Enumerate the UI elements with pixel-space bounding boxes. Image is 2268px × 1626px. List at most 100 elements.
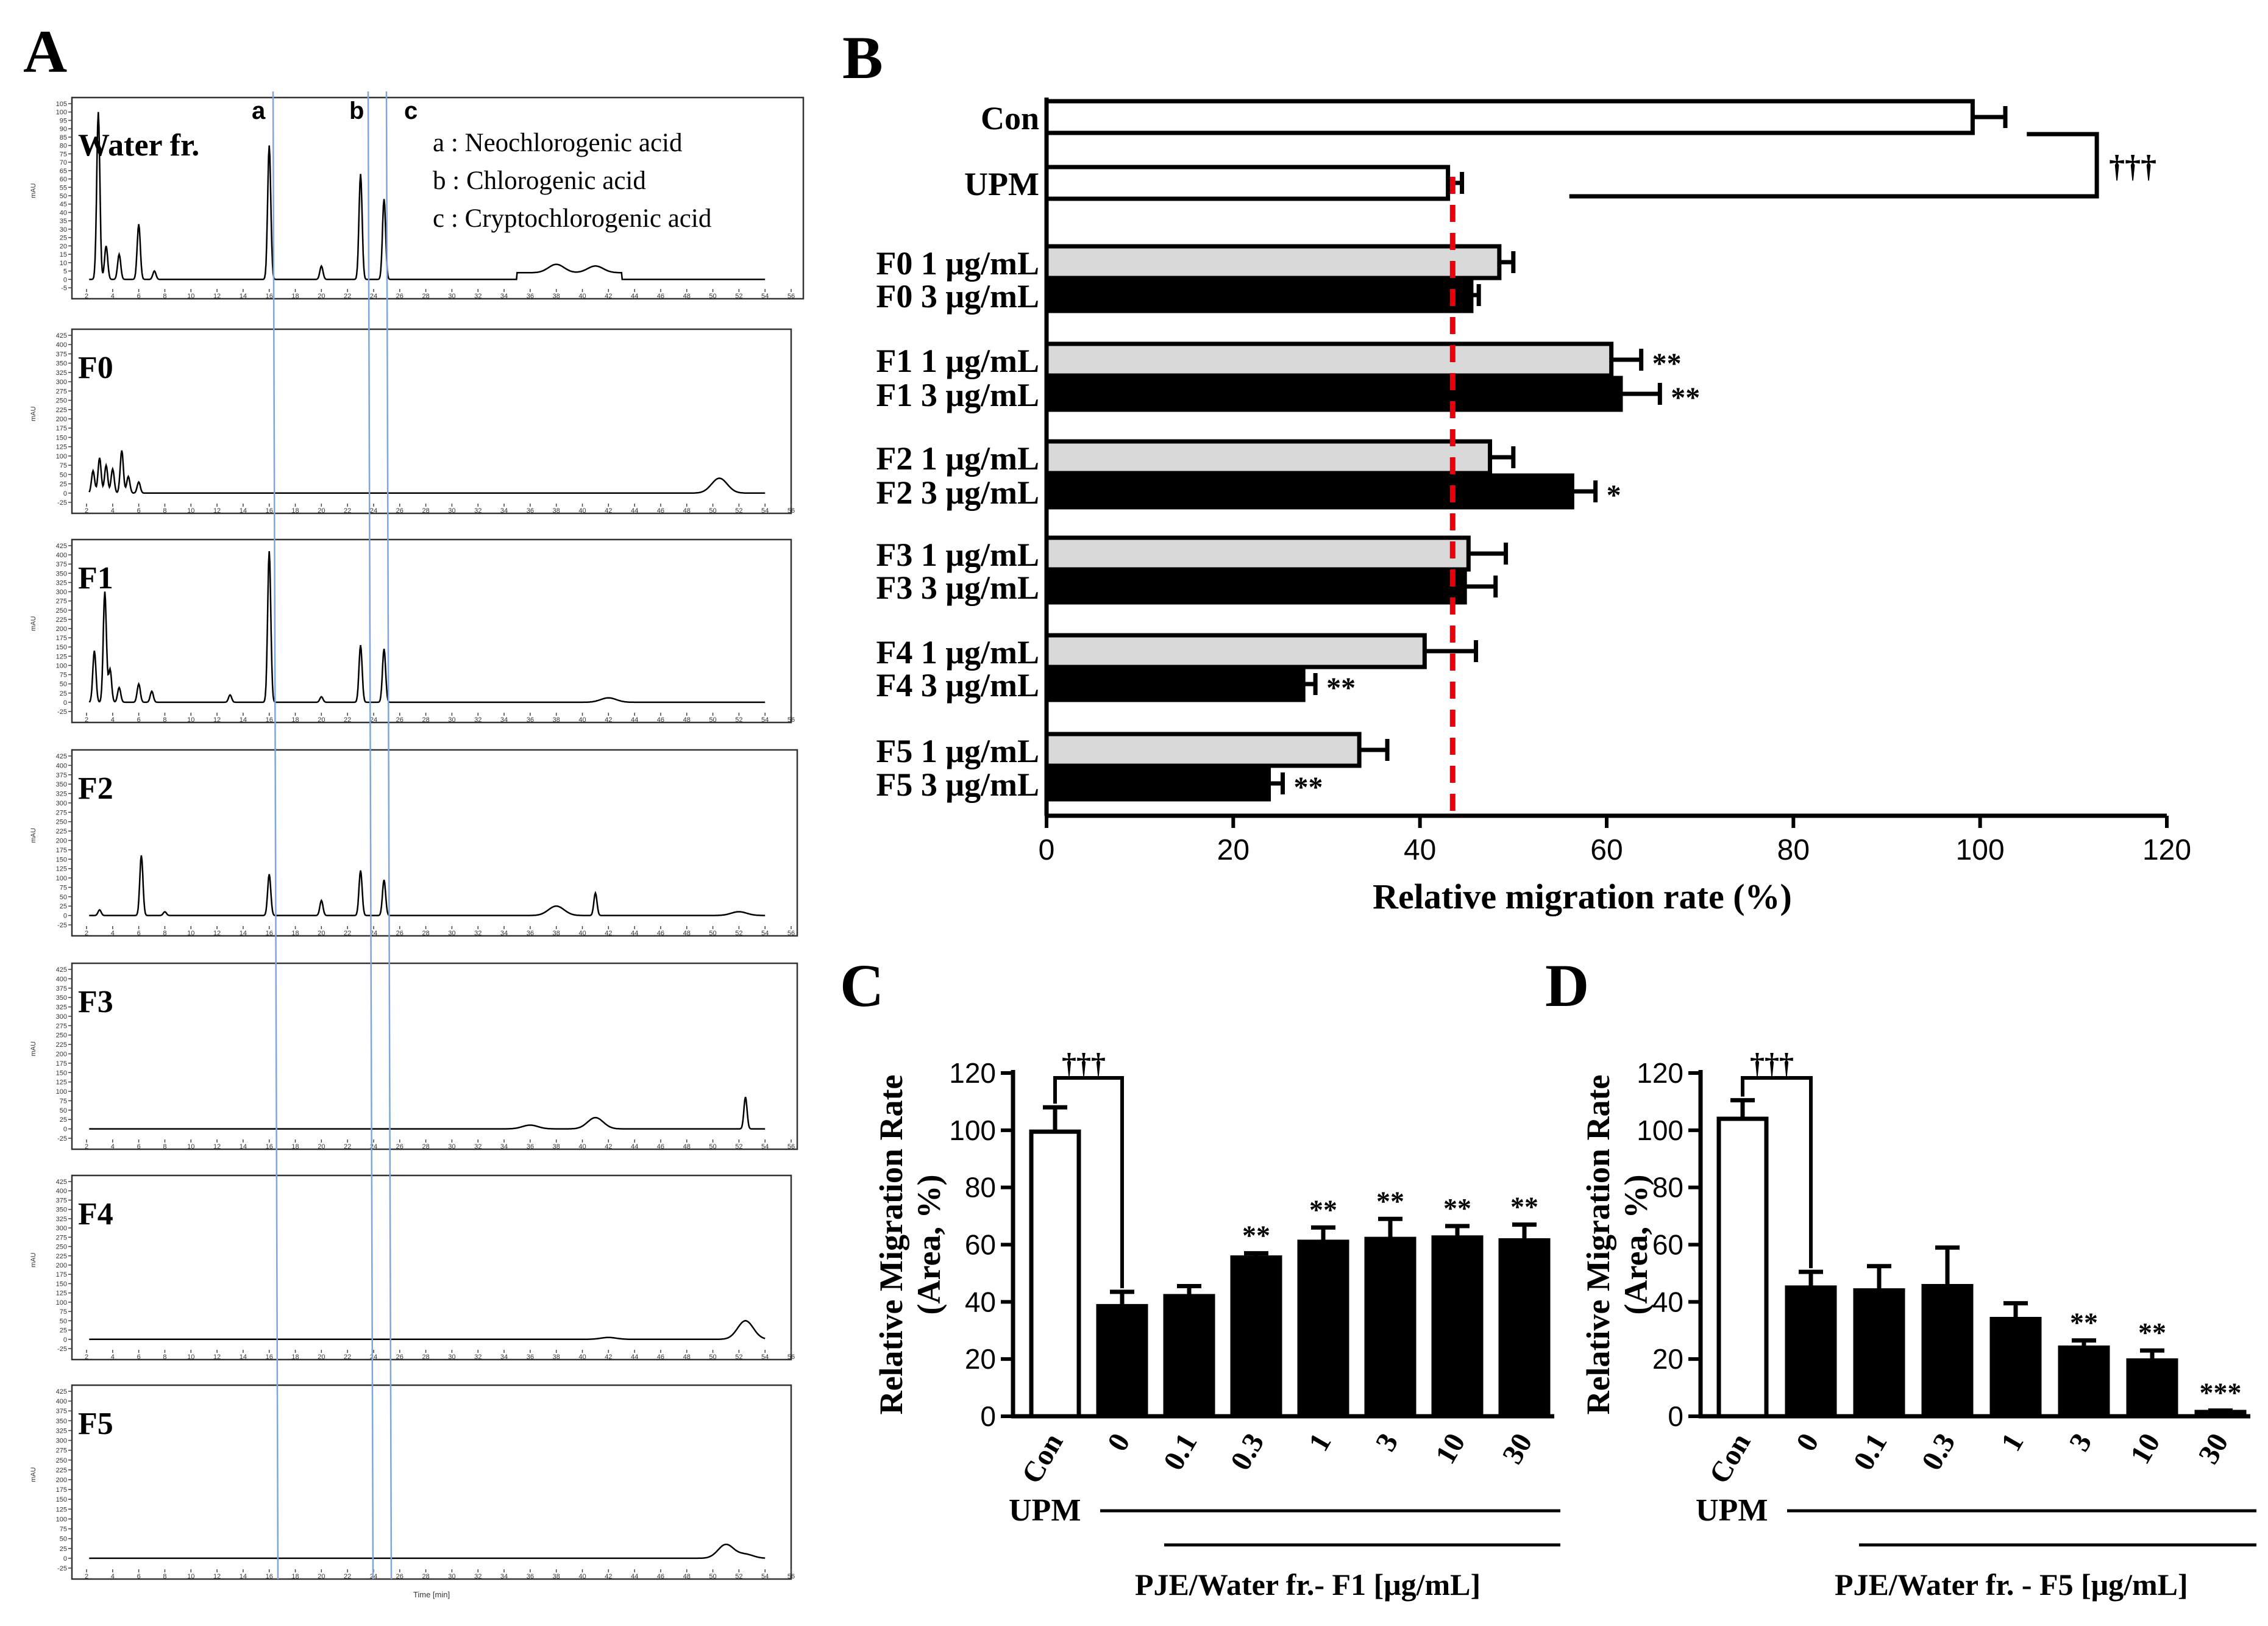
chromatogram-frame-2	[71, 328, 792, 515]
y-tick-label: -25	[57, 708, 67, 716]
x-tick-label: 6	[137, 507, 141, 515]
y-axis-title-line-2: (Area, %)	[1618, 1175, 1654, 1315]
x-tick-label: 16	[266, 507, 273, 515]
y-tick-label: 0	[1668, 1400, 1683, 1432]
x-tick-label: 12	[213, 293, 221, 300]
x-tick-label: 32	[474, 293, 482, 300]
x-tick-label: 26	[396, 1573, 403, 1580]
x-tick-label: 54	[761, 930, 769, 937]
y-tick-label: 10	[60, 260, 67, 267]
y-axis-unit: mAU	[30, 616, 37, 632]
bar-10	[2126, 1358, 2178, 1419]
significance-label: **	[1294, 771, 1323, 804]
y-tick-label: 50	[60, 1536, 67, 1543]
chromatogram-frame-7	[71, 1384, 792, 1580]
x-tick-label: 2	[85, 293, 88, 300]
x-tick-label: 14	[240, 293, 247, 300]
x-tick-label: 44	[631, 507, 638, 515]
x-tick-label: 14	[240, 930, 247, 937]
x-tick-label: 40	[1404, 834, 1436, 866]
x-tick-label: 42	[605, 1573, 612, 1580]
retention-marker-line-a	[272, 91, 279, 1580]
y-tick-label: 300	[56, 1225, 67, 1232]
y-tick-label: 225	[56, 1467, 67, 1474]
x-tick-label: 18	[291, 293, 299, 300]
y-tick-label: 75	[60, 884, 67, 891]
x-tick-label: 12	[213, 507, 221, 515]
significance-label: **	[2070, 1307, 2098, 1338]
y-tick-label: 350	[56, 994, 67, 1002]
y-axis-title-line-1: Relative Migration Rate	[873, 1075, 909, 1415]
x-tick-label: 34	[500, 1353, 508, 1361]
x-tick-label: 40	[578, 507, 586, 515]
x-tick-label: 52	[735, 1143, 742, 1150]
x-category-label: Con	[1703, 1428, 1757, 1489]
x-tick-label: 36	[527, 716, 534, 724]
x-tick-label: 56	[787, 293, 795, 300]
y-tick-label: 350	[56, 1207, 67, 1214]
bar-f1-1---g-ml	[1044, 341, 1614, 378]
x-tick-label: 48	[683, 716, 691, 724]
x-tick-label: 10	[187, 507, 194, 515]
bar-category-label: F0 3 μg/mL	[876, 278, 1039, 315]
y-tick-label: -5	[61, 285, 67, 292]
y-tick-label: 375	[56, 1408, 67, 1415]
x-tick-label: 4	[111, 507, 115, 515]
y-tick-label: 275	[56, 388, 67, 395]
x-tick-label: 46	[657, 507, 664, 515]
bar-category-label: F2 1 μg/mL	[876, 440, 1039, 477]
x-tick-label: 2	[85, 1143, 88, 1150]
y-tick-label: 75	[60, 151, 67, 158]
y-tick-label: 400	[56, 975, 67, 983]
x-tick-label: 16	[266, 930, 273, 937]
y-tick-label: 175	[56, 635, 67, 642]
panel-label-d: D	[1545, 952, 1589, 1019]
y-tick-label: 70	[60, 159, 67, 166]
bar-1	[1297, 1239, 1349, 1419]
x-tick-label: 2	[85, 716, 88, 724]
x-tick-label: 32	[474, 1353, 482, 1361]
x-tick-label: 36	[527, 1143, 534, 1150]
bar-category-label: F1 3 μg/mL	[876, 377, 1039, 413]
x-tick-label: 24	[370, 1353, 377, 1361]
y-tick-label: 150	[56, 1496, 67, 1503]
significance-label: **	[1671, 382, 1700, 414]
bar-Con	[1029, 1129, 1081, 1419]
y-tick-label: 225	[56, 828, 67, 835]
y-tick-label: 400	[56, 1398, 67, 1405]
y-tick-label: 175	[56, 847, 67, 854]
y-tick-label: 60	[965, 1229, 996, 1261]
y-tick-label: 25	[60, 1116, 67, 1124]
y-tick-label: 250	[56, 1457, 67, 1464]
bar-f1-3---g-ml	[1044, 376, 1623, 412]
x-tick-label: 10	[187, 1573, 194, 1580]
x-category-label: 1	[1995, 1428, 2030, 1457]
chromatogram-name: F0	[78, 351, 113, 385]
y-axis-unit: mAU	[30, 1041, 37, 1057]
y-tick-label: 350	[56, 1417, 67, 1425]
y-tick-label: 200	[56, 1262, 67, 1269]
y-tick-label: -25	[57, 1135, 67, 1143]
x-tick-label: 34	[500, 716, 508, 724]
x-tick-label: 22	[344, 293, 351, 300]
x-axis-title: Relative migration rate (%)	[1373, 877, 1792, 916]
x-tick-label: 20	[318, 507, 325, 515]
x-tick-label: 34	[500, 930, 508, 937]
y-tick-label: 400	[56, 762, 67, 769]
x-tick-label: 0	[1039, 834, 1055, 866]
x-tick-label: 46	[657, 1573, 664, 1580]
y-tick-label: 120	[949, 1057, 996, 1089]
chromatogram-frame-4	[71, 749, 798, 937]
x-tick-label: 42	[605, 930, 612, 937]
y-axis-title-line-1: Relative Migration Rate	[1580, 1075, 1616, 1415]
y-tick-label: 225	[56, 407, 67, 414]
y-tick-label: 0	[63, 276, 67, 283]
y-tick-label: 40	[965, 1286, 996, 1318]
x-tick-label: 6	[137, 930, 141, 937]
x-tick-label: 4	[111, 930, 115, 937]
y-tick-label: 125	[56, 653, 67, 660]
y-tick-label: 100	[949, 1114, 996, 1146]
bar-category-label: F5 3 μg/mL	[876, 766, 1039, 803]
y-tick-label: -25	[57, 922, 67, 929]
